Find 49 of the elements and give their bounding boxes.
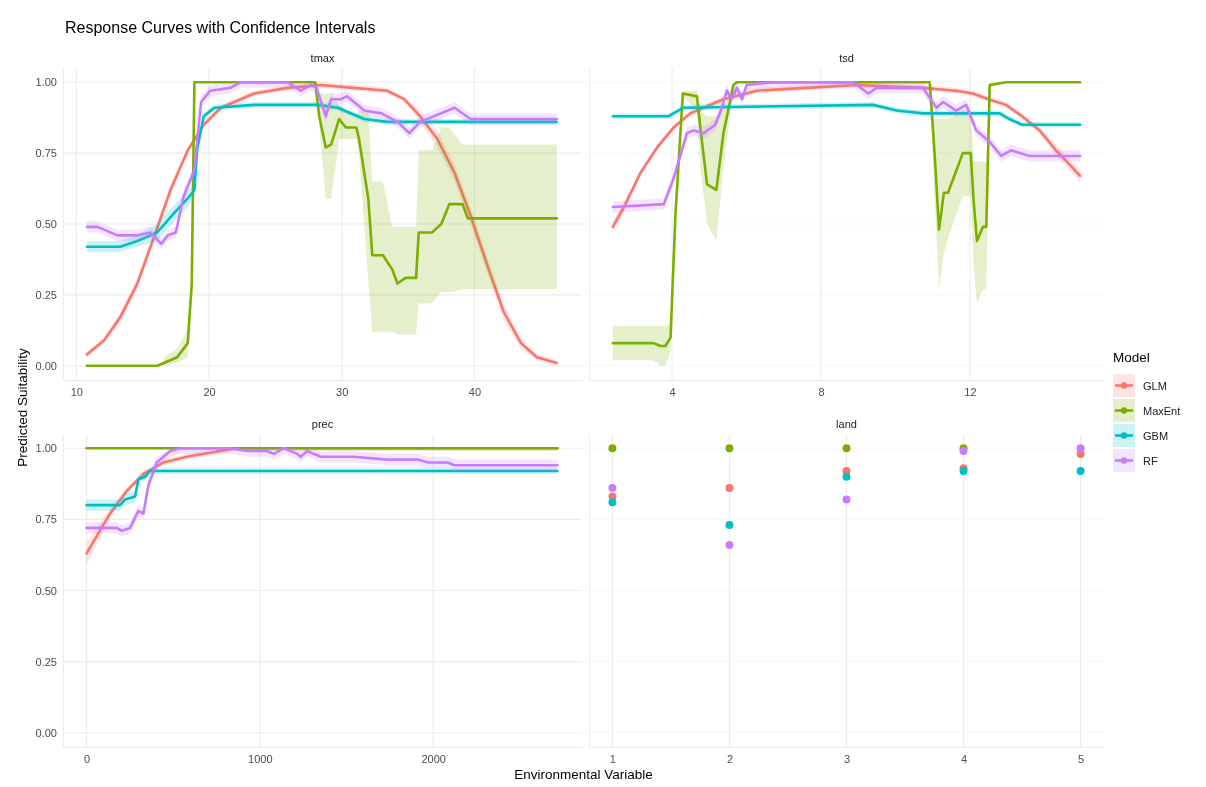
chart-title: land — [836, 418, 857, 430]
point — [725, 521, 734, 530]
point — [1076, 467, 1085, 475]
legend-title: Model — [1113, 350, 1150, 365]
y-tick-label: 0.00 — [35, 726, 57, 739]
y-tick-label: 0.00 — [35, 359, 57, 372]
x-tick-label: 12 — [964, 385, 977, 398]
x-tick-label: 20 — [203, 385, 216, 398]
chart-title: tsd — [839, 52, 854, 64]
legend-label: GLM — [1143, 380, 1167, 392]
point — [842, 472, 851, 481]
x-tick-label: 1 — [609, 752, 616, 765]
point — [725, 444, 734, 453]
y-tick-label: 0.25 — [35, 655, 57, 668]
x-tick-label: 2000 — [421, 752, 446, 765]
y-tick-label: 1.00 — [35, 442, 57, 455]
point — [842, 444, 851, 453]
x-tick-label: 4 — [960, 752, 968, 765]
y-axis-title: Predicted Suitability — [15, 347, 30, 467]
x-tick-label: 40 — [468, 385, 482, 398]
y-tick-label: 0.75 — [35, 147, 57, 160]
x-tick-label: 0 — [84, 752, 91, 765]
legend-label: GBM — [1143, 430, 1169, 442]
legend-label: RF — [1143, 455, 1158, 467]
x-tick-label: 8 — [818, 385, 825, 398]
text: Response Curves with Confidence Intervals — [65, 19, 376, 36]
x-tick-label: 5 — [1078, 752, 1085, 765]
point — [608, 498, 617, 507]
point — [725, 484, 734, 493]
x-tick-label: 3 — [843, 752, 851, 765]
x-axis-title: Environmental Variable — [514, 767, 653, 782]
x-tick-label: 4 — [669, 385, 676, 398]
chart-title: prec — [311, 418, 334, 430]
point — [608, 484, 617, 493]
y-tick-label: 0.25 — [35, 288, 57, 301]
point — [842, 495, 851, 504]
x-tick-label: 1000 — [248, 752, 273, 765]
y-tick-label: 1.00 — [35, 76, 57, 89]
y-tick-label: 0.50 — [35, 584, 57, 597]
x-tick-label: 2 — [726, 752, 734, 765]
x-tick-label: 10 — [70, 385, 83, 398]
y-tick-label: 0.50 — [35, 218, 57, 231]
y-tick-label: 0.75 — [35, 513, 57, 526]
chart-title: tmax — [310, 52, 335, 64]
x-tick-label: 30 — [336, 385, 349, 398]
point — [725, 540, 734, 549]
point — [1076, 444, 1085, 453]
point — [608, 444, 617, 453]
legend-label: MaxEnt — [1143, 405, 1181, 417]
